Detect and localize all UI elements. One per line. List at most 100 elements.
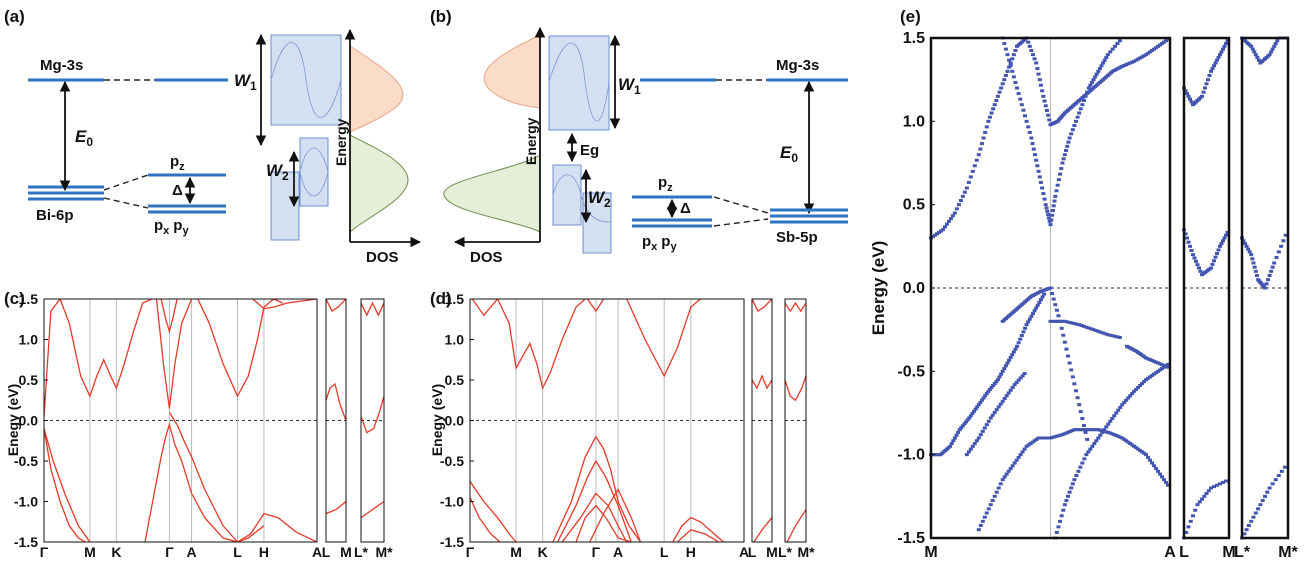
- band-point-e-main-9-3-5: [1010, 385, 1015, 389]
- y-tick-label-d-5: -1.0: [440, 494, 464, 510]
- band-point-e-main-7-0-2: [980, 519, 985, 523]
- plot-frame-c-side1: [325, 298, 347, 543]
- band-point-e-main-3-7-3: [1113, 44, 1118, 48]
- band-point-e-main-7-2-2: [1004, 472, 1009, 476]
- a-delta-symbol: Δ: [172, 182, 183, 199]
- band-point-e-main-7-3-5: [1022, 447, 1027, 451]
- band-point-e-main-10-9-5: [1166, 362, 1171, 366]
- band-point-e-main-8-2-4: [954, 433, 959, 437]
- band-point-e-main-8-3-3: [962, 422, 967, 426]
- band-point-e-main-0-6-2: [999, 86, 1004, 90]
- band-point-e-side2-1-1-5: [1254, 274, 1259, 277]
- band-point-e-side2-1-1-4: [1253, 269, 1258, 273]
- band-point-e-main-0-6-0: [995, 94, 1000, 98]
- panel-e-label: (e): [900, 7, 921, 26]
- band-point-e-main-3-6-3: [1101, 61, 1106, 65]
- band-point-e-main-3-0-5: [1052, 199, 1057, 203]
- a-mg3s-label: Mg-3s: [40, 57, 83, 74]
- band-point-e-main-7-1-3: [994, 490, 999, 494]
- band-point-e-main-0-11-0: [1041, 94, 1046, 98]
- band-point-e-main-8-9-2: [1018, 337, 1023, 341]
- band-point-e-main-7-3-2: [1016, 455, 1021, 459]
- band-point-e-main-3-4-3: [1081, 99, 1086, 102]
- band-line-c-side2-0: [361, 301, 384, 317]
- band-point-e-main-4-7-2: [1070, 375, 1075, 379]
- b-split-dash-lower: [713, 218, 769, 227]
- band-point-e-main-8-4-0: [967, 416, 972, 420]
- b-delta-symbol: Δ: [680, 200, 691, 217]
- band-point-e-side2-0-3-3: [1272, 44, 1277, 48]
- band-point-e-side1-0-2-5: [1207, 74, 1212, 77]
- band-point-e-main-10-0-3: [1058, 519, 1063, 523]
- band-point-e-main-9-1-5: [986, 419, 991, 423]
- y-tick-label-e-4: -0.5: [897, 363, 925, 380]
- band-point-e-main-4-6-5: [1066, 354, 1071, 358]
- band-point-e-main-10-3-2: [1088, 447, 1093, 451]
- band-point-e-side2-1-4-0: [1272, 261, 1277, 265]
- band-point-e-main-10-5-5: [1118, 405, 1123, 409]
- b-e0-symbol: E0: [780, 143, 798, 165]
- band-point-e-main-9-4-4: [1020, 374, 1025, 378]
- b-split-dash-upper: [713, 196, 769, 214]
- k-point-label-d-4: A: [613, 544, 623, 560]
- band-point-e-main-10-1-3: [1067, 490, 1072, 494]
- band-point-e-main-5-2-0: [1077, 323, 1082, 327]
- band-line-c-main-8: [252, 299, 317, 310]
- band-point-e-side1-0-0-4: [1188, 97, 1192, 101]
- band-point-e-main-4-7-4: [1073, 389, 1078, 393]
- band-point-e-side1-2-2-1: [1212, 485, 1216, 489]
- band-point-e-main-0-2-1: [954, 207, 959, 211]
- band-point-e-main-3-1-1: [1054, 189, 1059, 193]
- band-point-e-main-3-4-0: [1077, 111, 1082, 115]
- k-point-label-c-5: L: [233, 544, 242, 560]
- band-point-e-main-3-2-5: [1066, 140, 1071, 144]
- band-point-e-main-5-2-1: [1079, 324, 1084, 327]
- band-point-e-side1-2-0-3: [1188, 519, 1193, 523]
- band-point-e-side1-1-0-4: [1188, 244, 1192, 248]
- band-point-e-main-10-2-4: [1080, 461, 1085, 465]
- band-point-e-side2-0-3-2: [1270, 47, 1275, 51]
- band-point-e-side1-1-1-4: [1197, 266, 1201, 270]
- band-point-e-main-0-4-1: [978, 147, 983, 151]
- band-point-e-main-3-6-1: [1097, 67, 1102, 71]
- band-point-e-side1-2-2-0: [1209, 486, 1213, 490]
- band-point-e-main-4-5-3: [1053, 303, 1058, 307]
- k-point-label-c-2: K: [111, 544, 121, 560]
- band-point-e-main-0-9-4: [1030, 53, 1035, 57]
- band-point-e-main-0-11-5: [1047, 118, 1052, 122]
- band-point-e-main-4-7-0: [1067, 361, 1072, 365]
- band-point-e-main-2-2-4: [1026, 125, 1031, 129]
- band-point-e-main-2-2-0: [1019, 103, 1024, 107]
- band-point-e-side1-1-1-3: [1195, 263, 1200, 267]
- a-pxpy-label: px py: [154, 217, 189, 237]
- band-point-e-main-9-3-3: [1006, 391, 1011, 395]
- band-point-e-main-8-9-4: [1021, 330, 1026, 334]
- band-point-e-main-9-1-1: [978, 433, 983, 437]
- band-point-e-side1-1-4-3: [1222, 236, 1227, 240]
- band-point-e-side2-2-0-3: [1246, 524, 1251, 527]
- band-point-e-main-0-4-4: [983, 130, 988, 134]
- band-point-e-main-9-2-3: [994, 408, 999, 412]
- band-point-e-side2-1-0-1: [1241, 239, 1246, 243]
- side-k-label-d-0: L: [748, 544, 757, 560]
- band-line-d-main-6: [575, 504, 632, 542]
- band-point-e-main-0-2-4: [960, 194, 965, 198]
- band-point-e-main-0-5-0: [986, 119, 991, 123]
- band-point-e-main-8-4-2: [970, 412, 975, 416]
- band-point-e-main-8-6-3: [991, 384, 996, 387]
- band-point-e-main-3-0-1: [1049, 218, 1054, 222]
- band-point-e-main-9-3-2: [1004, 394, 1009, 398]
- y-tick-label-c-6: -1.5: [14, 534, 38, 550]
- band-point-e-main-8-6-4: [992, 382, 997, 386]
- band-point-e-main-7-1-2: [992, 494, 997, 498]
- band-point-e-main-5-2-3: [1084, 325, 1089, 329]
- band-point-e-main-9-3-1: [1002, 397, 1007, 401]
- b-w2-symbol: W2: [588, 188, 611, 210]
- band-point-e-main-5-3-2: [1096, 329, 1101, 333]
- band-line-c-side2-2: [361, 500, 384, 519]
- band-point-e-main-10-2-5: [1082, 457, 1087, 461]
- band-point-e-side1-0-3-4: [1215, 58, 1219, 62]
- band-point-e-main-8-7-5: [1003, 364, 1008, 368]
- band-point-e-side2-1-4-4: [1281, 239, 1286, 243]
- band-point-e-main-3-4-1: [1078, 107, 1083, 111]
